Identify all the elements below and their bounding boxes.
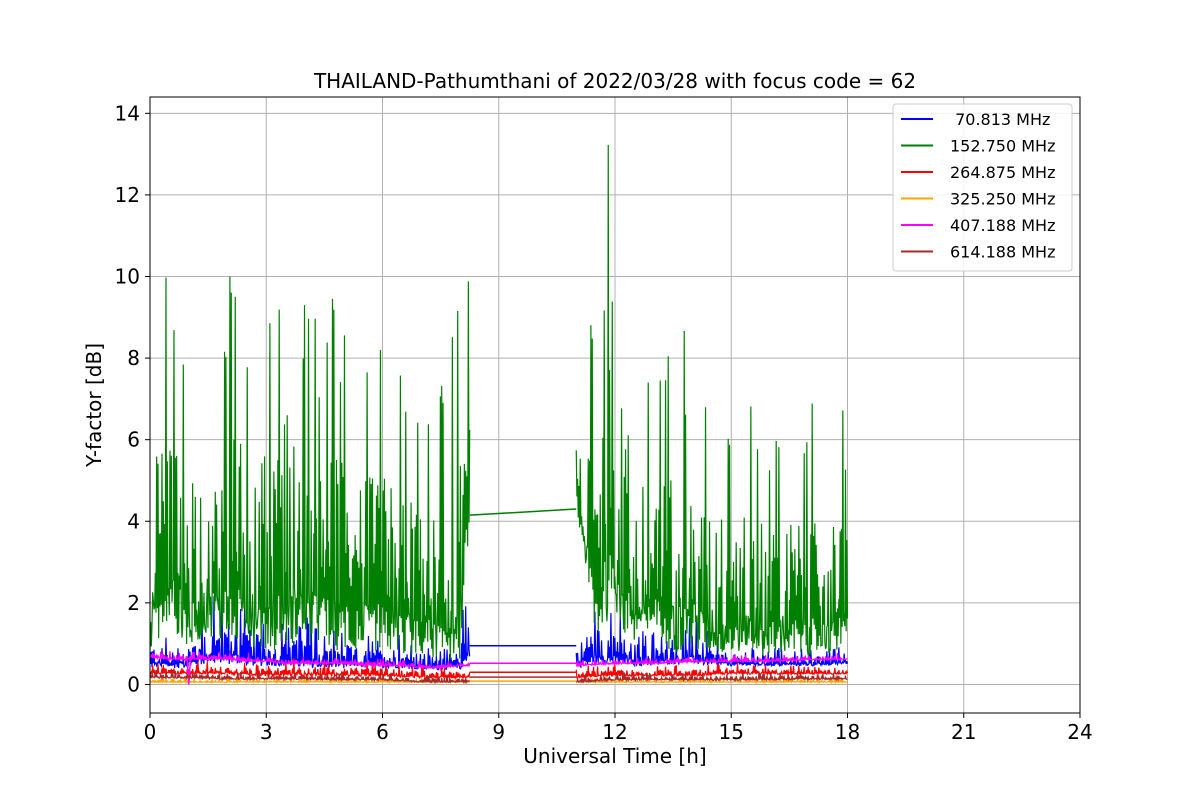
series-line [575,653,848,668]
series-line [150,676,471,685]
y-tick-label: 8 [127,346,140,370]
legend-label: 264.875 MHz [950,163,1055,182]
series-layer [150,144,849,685]
series-2 [150,658,849,681]
x-tick-label: 24 [1067,720,1092,744]
series-line [576,677,848,685]
series-5 [150,670,848,685]
y-tick-label: 2 [127,591,140,615]
series-0 [150,586,849,672]
series-spike [186,655,192,685]
y-axis-label: Y-factor [dB] [82,343,106,468]
chart-title: THAILAND-Pathumthani of 2022/03/28 with … [313,69,916,93]
series-line [150,651,471,671]
legend-box [892,103,1073,272]
series-line [150,658,471,681]
legend-label: 614.188 MHz [950,243,1055,262]
x-tick-label: 3 [260,720,273,744]
series-line [575,611,849,669]
x-tick-label: 9 [492,720,505,744]
x-tick-label: 15 [719,720,744,744]
x-tick-label: 6 [376,720,389,744]
x-tick-label: 18 [835,720,860,744]
y-tick-label: 6 [127,428,140,452]
y-tick-label: 12 [115,183,140,207]
legend-label: 70.813 MHz [950,110,1050,129]
y-tick-label: 0 [127,672,140,696]
legend: 70.813 MHz 152.750 MHz 264.875 MHz 325.250 … [892,103,1073,272]
x-tick-label: 21 [951,720,976,744]
series-line [150,276,471,659]
legend-label: 407.188 MHz [950,216,1055,235]
y-tick-label: 4 [127,509,140,533]
series-line [575,672,848,684]
x-tick-label: 0 [144,720,157,744]
series-1 [150,144,849,659]
x-axis-label: Universal Time [h] [523,744,706,768]
y-axis: 0 2 4 6 8 10 12 14 [115,101,150,696]
legend-label: 152.750 MHz [950,137,1055,156]
series-gap-line [469,508,577,516]
series-line [575,144,849,656]
series-line [150,586,471,672]
series-4 [150,651,848,685]
x-tick-label: 12 [602,720,627,744]
y-tick-label: 10 [115,264,140,288]
x-axis: 0 3 6 9 12 15 18 21 24 [144,713,1093,744]
series-line [575,662,849,681]
series-line [150,670,470,685]
legend-label: 325.250 MHz [950,190,1055,209]
series-3 [150,676,848,685]
y-tick-label: 14 [115,101,140,125]
